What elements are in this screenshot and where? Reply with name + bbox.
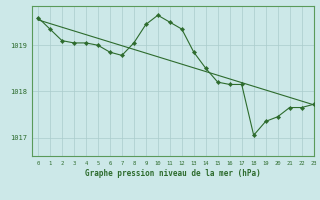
X-axis label: Graphe pression niveau de la mer (hPa): Graphe pression niveau de la mer (hPa) bbox=[85, 169, 261, 178]
